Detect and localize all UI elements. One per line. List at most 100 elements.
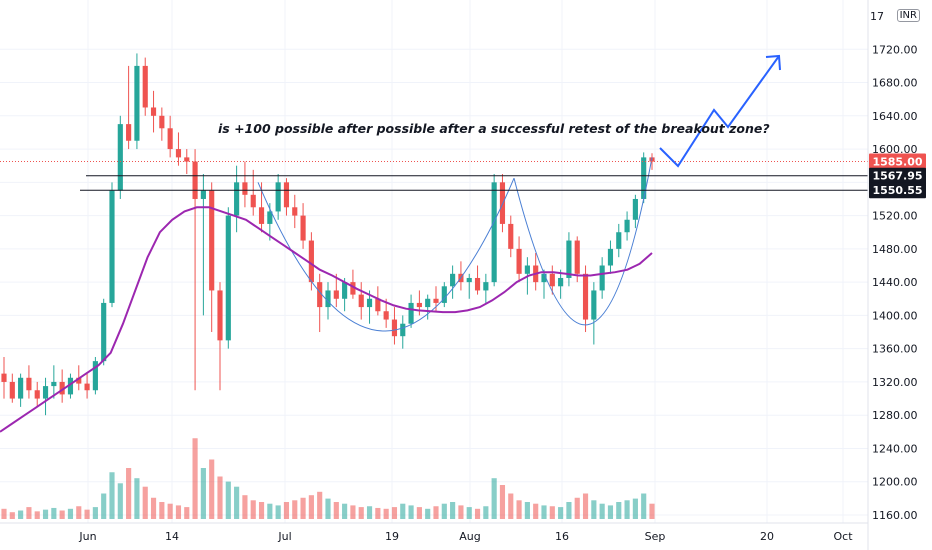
candle-body [624,219,630,233]
candle-body [175,149,182,158]
volume-bar [541,505,547,519]
candle-body [366,298,373,308]
projection-arrow [659,54,781,168]
volume-bar [491,478,497,519]
volume-bar [101,493,107,519]
cup-pattern-drawing [257,157,653,332]
candle-body [159,115,165,129]
volume-bar [159,502,165,519]
volume-bar [425,508,431,519]
candle-body [250,194,256,208]
time-axis-tick: Sep [645,530,666,543]
volume-bar [209,459,215,519]
candle-body [67,377,74,395]
volume-bar [549,506,555,519]
volume-bar [383,508,389,519]
volume-bar [516,500,522,519]
candle-body [375,298,381,312]
volume-bar [34,511,40,519]
volume-bar [258,502,265,519]
cup-curve-right [513,157,653,326]
price-axis[interactable]: 1160.00 1200.00 1240.00 1280.00 1320.00 1360.… [872,43,918,522]
last-price-label: 1585.00 [872,156,922,169]
candle-body [26,377,32,391]
volume-bar [400,503,406,519]
currency-label[interactable]: INR [896,9,920,22]
candle-body [167,128,173,150]
candle-body [558,277,564,287]
moving-average-line [0,206,653,433]
last-price-label-bg [869,153,926,170]
candle-body [242,182,248,195]
volume-bar [126,468,132,519]
time-axis-tick: 16 [555,530,569,543]
volume-bar [333,502,339,519]
volume-bar [508,493,514,519]
candle-body [300,215,306,241]
volume-bar [450,502,456,519]
candle-body [342,282,348,299]
candle-body [59,381,65,395]
volume-bars [1,438,655,519]
volume-bar [1,508,7,519]
volume-bar [150,497,157,519]
price-axis-tick: 1720.00 [872,43,918,56]
candle-body [383,311,389,320]
volume-bar [217,476,223,519]
candle-body [549,273,555,287]
volume-bar [84,509,90,519]
cup-curve-left [257,177,515,332]
price-axis-tick: 1520.00 [872,210,918,223]
chart-grid [0,0,868,523]
volume-bar [67,508,74,519]
price-axis-tick: 1400.00 [872,309,918,322]
volume-bar [582,493,589,519]
candle-body [42,386,49,399]
volume-bar [533,503,539,519]
candle-body [599,265,605,291]
time-axis[interactable]: Jun 14 Jul 19 Aug 16 Sep 20 Oct [78,530,853,543]
candle-body [433,298,439,303]
volume-bar [607,505,614,519]
candle-body [516,248,522,274]
volume-bar [499,485,506,519]
candle-body [234,182,240,216]
volume-bar [184,507,190,519]
candle-body [9,381,15,399]
candle-body [566,240,572,278]
candle-body [117,124,123,191]
candle-body [632,198,638,220]
candle-body [391,319,398,337]
price-axis-tick-top-partial: 17 [870,10,884,23]
price-axis-tick: 1640.00 [872,110,918,123]
candle-body [184,157,190,162]
price-axis-tick: 1440.00 [872,276,918,289]
volume-bar [51,507,57,519]
candle-body [425,298,431,308]
candle-body [142,65,148,108]
volume-bar [242,495,248,519]
volume-bar [76,506,82,519]
candle-body [1,373,7,382]
time-axis-tick: 20 [760,530,774,543]
volume-bar [408,505,414,519]
volume-bar [416,507,422,519]
volume-bar [632,498,638,519]
candle-body [483,282,489,291]
time-axis-tick: 14 [165,530,179,543]
candle-body [192,161,198,199]
candle-body [101,302,107,362]
volume-bar [325,498,331,519]
candle-body [267,211,273,224]
arrow-head [765,54,781,71]
volume-bar [9,512,15,519]
arrow-path [659,55,780,168]
candle-body [325,290,331,308]
volume-bar [225,481,231,519]
candle-body [441,286,447,303]
price-axis-tick: 1680.00 [872,77,918,90]
price-axis-tick: 1360.00 [872,343,918,356]
candle-body [126,124,132,141]
